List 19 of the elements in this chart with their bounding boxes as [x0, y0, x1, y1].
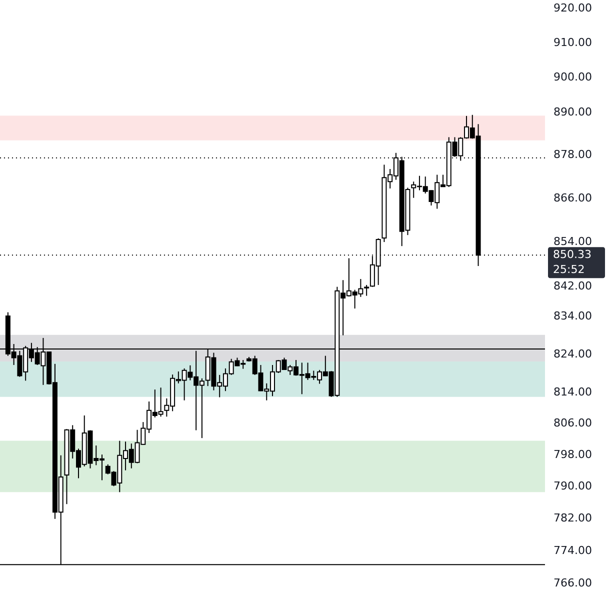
ref-line-label: 850.33 [553, 248, 592, 262]
y-tick-label: 798.00 [554, 448, 592, 462]
text: 25:52 [553, 263, 585, 276]
y-tick-label: 842.00 [554, 280, 592, 293]
y-tick-label: 910.00 [554, 36, 592, 49]
y-tick-label: 782.00 [554, 512, 592, 525]
y-tick-label: 878.00 [554, 148, 592, 162]
y-tick-label: 834.00 [554, 310, 592, 323]
y-tick-label: 866.00 [554, 191, 592, 204]
y-tick-label: 900.00 [554, 70, 592, 84]
y-tick-label: 774.00 [554, 544, 592, 557]
y-tick-label: 814.00 [554, 386, 592, 399]
y-tick-label: 854.00 [554, 235, 592, 248]
y-tick-label: 790.00 [554, 480, 592, 493]
y-tick-label: 920.00 [554, 2, 592, 14]
y-tick-label: 890.00 [554, 106, 592, 119]
y-tick-label: 824.00 [554, 347, 592, 360]
y-tick-label: 806.00 [554, 416, 592, 430]
y-tick-label: 766.00 [554, 576, 592, 590]
